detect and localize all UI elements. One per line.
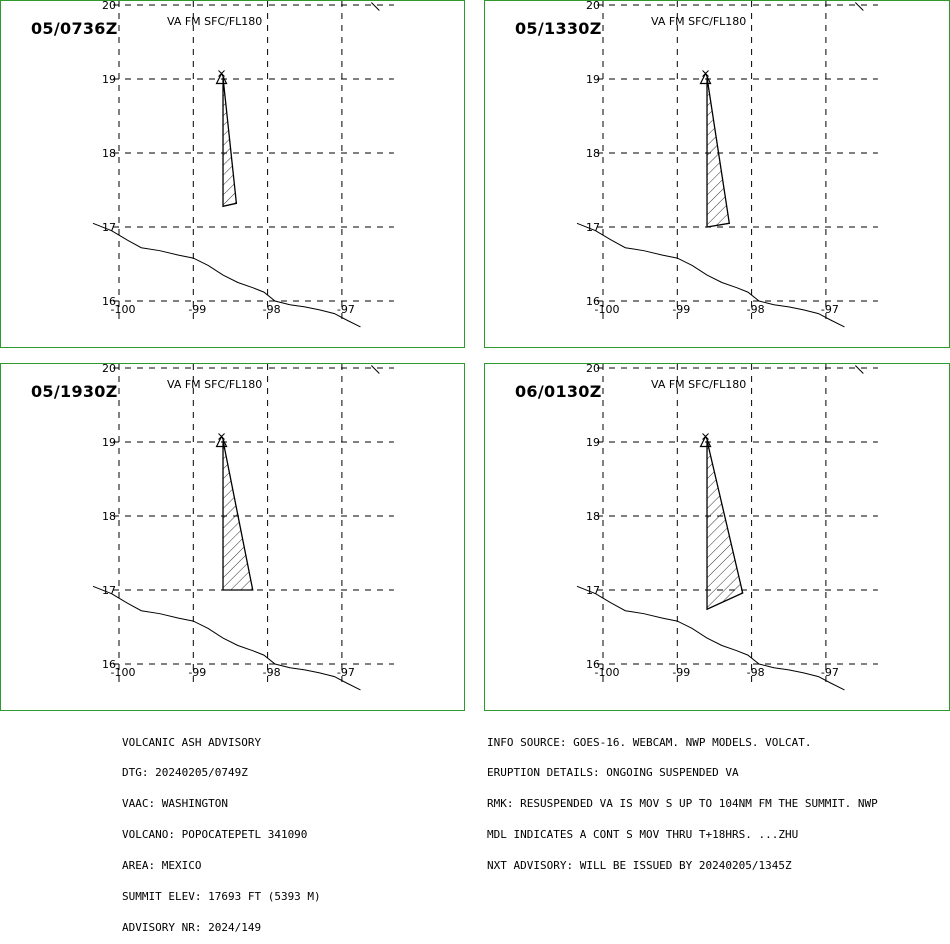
ash-cloud-polygon <box>706 440 744 611</box>
corner-mark <box>854 2 864 11</box>
lat-tick-label: 18 <box>102 147 116 160</box>
advisory-line: NXT ADVISORY: WILL BE ISSUED BY 20240205… <box>487 859 792 873</box>
valid-time-label: 05/1930Z <box>31 382 118 401</box>
lon-tick-label: -99 <box>672 303 690 316</box>
advisory-line: VAAC: WASHINGTON <box>122 797 228 811</box>
volcano-icon <box>699 435 712 448</box>
flight-level-label: VA FM SFC/FL180 <box>651 15 747 28</box>
flight-level-label: VA FM SFC/FL180 <box>167 15 263 28</box>
lon-tick-label: -98 <box>747 666 765 679</box>
volcano-icon-cross <box>702 433 709 440</box>
volcano-icon <box>699 72 712 85</box>
lat-tick-label: 19 <box>102 73 116 86</box>
valid-time-label: 05/0736Z <box>31 19 118 38</box>
lon-tick-label: -97 <box>821 666 839 679</box>
advisory-line: VOLCANO: POPOCATEPETL 341090 <box>122 828 308 842</box>
valid-time-label: 06/0130Z <box>515 382 602 401</box>
lat-tick-label: 16 <box>102 295 116 308</box>
lat-tick-label: 16 <box>586 658 600 671</box>
lat-tick-label: 20 <box>102 364 116 375</box>
lat-tick-label: 19 <box>586 436 600 449</box>
lon-tick-label: -97 <box>337 666 355 679</box>
advisory-line: MDL INDICATES A CONT S MOV THRU T+18HRS.… <box>487 828 799 842</box>
corner-mark <box>854 365 864 374</box>
lon-tick-label: -100 <box>111 666 136 679</box>
lon-tick-label: -98 <box>263 303 281 316</box>
lon-tick-label: -100 <box>595 666 620 679</box>
lat-tick-label: 18 <box>102 510 116 523</box>
advisory-line: SUMMIT ELEV: 17693 FT (5393 M) <box>122 890 321 904</box>
volcano-icon <box>215 435 228 448</box>
coastline <box>576 222 845 328</box>
ash-cloud-polygon <box>222 440 254 591</box>
lat-tick-label: 16 <box>586 295 600 308</box>
corner-mark <box>370 365 380 374</box>
lon-tick-label: -100 <box>595 303 620 316</box>
advisory-line: ADVISORY NR: 2024/149 <box>122 920 262 934</box>
lat-tick-label: 19 <box>102 436 116 449</box>
coastline <box>92 585 361 691</box>
flight-level-label: VA FM SFC/FL180 <box>167 378 263 391</box>
valid-time-label: 05/1330Z <box>515 19 602 38</box>
forecast-panel-1: 20 19 18 17 16 -100 -99 -98 -97 05/1330Z VA FM S… <box>484 0 950 348</box>
volcano-icon-cross <box>218 433 225 440</box>
advisory-remarks-block: INFO SOURCE: GOES-16. WEBCAM. NWP MODELS… <box>487 717 878 882</box>
advisory-line: INFO SOURCE: GOES-16. WEBCAM. NWP MODELS… <box>487 735 812 749</box>
advisory-line: DTG: 20240205/0749Z <box>122 766 248 780</box>
advisory-line: RMK: RESUSPENDED VA IS MOV S UP TO 104NM… <box>487 797 878 811</box>
forecast-panel-3: 20 19 18 17 16 -100 -99 -98 -97 06/0130Z VA FM S… <box>484 363 950 711</box>
forecast-panel-2: 20 19 18 17 16 -100 -99 -98 -97 05/1930Z VA FM S… <box>0 363 465 711</box>
lon-tick-label: -99 <box>188 303 206 316</box>
volcano-icon-cross <box>218 70 225 77</box>
volcano-icon-cross <box>702 70 709 77</box>
flight-level-label: VA FM SFC/FL180 <box>651 378 747 391</box>
ash-cloud-polygon <box>222 77 238 208</box>
coastline <box>92 222 361 328</box>
lon-tick-label: -99 <box>672 666 690 679</box>
lat-tick-label: 20 <box>586 1 600 12</box>
lon-tick-label: -98 <box>263 666 281 679</box>
advisory-line: ERUPTION DETAILS: ONGOING SUSPENDED VA <box>487 766 739 780</box>
lat-tick-label: 18 <box>586 510 600 523</box>
forecast-panel-0: 20 19 18 17 16 -100 -99 -98 -97 05/0736Z VA FM S… <box>0 0 465 348</box>
lon-tick-label: -100 <box>111 303 136 316</box>
advisory-line: AREA: MEXICO <box>122 859 202 873</box>
lon-tick-label: -99 <box>188 666 206 679</box>
lon-tick-label: -98 <box>747 303 765 316</box>
coastline <box>576 585 845 691</box>
advisory-header-block: VOLCANIC ASH ADVISORY DTG: 20240205/0749… <box>122 717 321 944</box>
lon-tick-label: -97 <box>337 303 355 316</box>
lat-tick-label: 19 <box>586 73 600 86</box>
lat-tick-label: 20 <box>102 1 116 12</box>
advisory-line: VOLCANIC ASH ADVISORY <box>122 735 262 749</box>
ash-cloud-polygon <box>706 77 731 228</box>
lat-tick-label: 16 <box>102 658 116 671</box>
corner-mark <box>370 2 380 11</box>
volcano-icon <box>215 72 228 85</box>
lat-tick-label: 20 <box>586 364 600 375</box>
lat-tick-label: 18 <box>586 147 600 160</box>
lon-tick-label: -97 <box>821 303 839 316</box>
